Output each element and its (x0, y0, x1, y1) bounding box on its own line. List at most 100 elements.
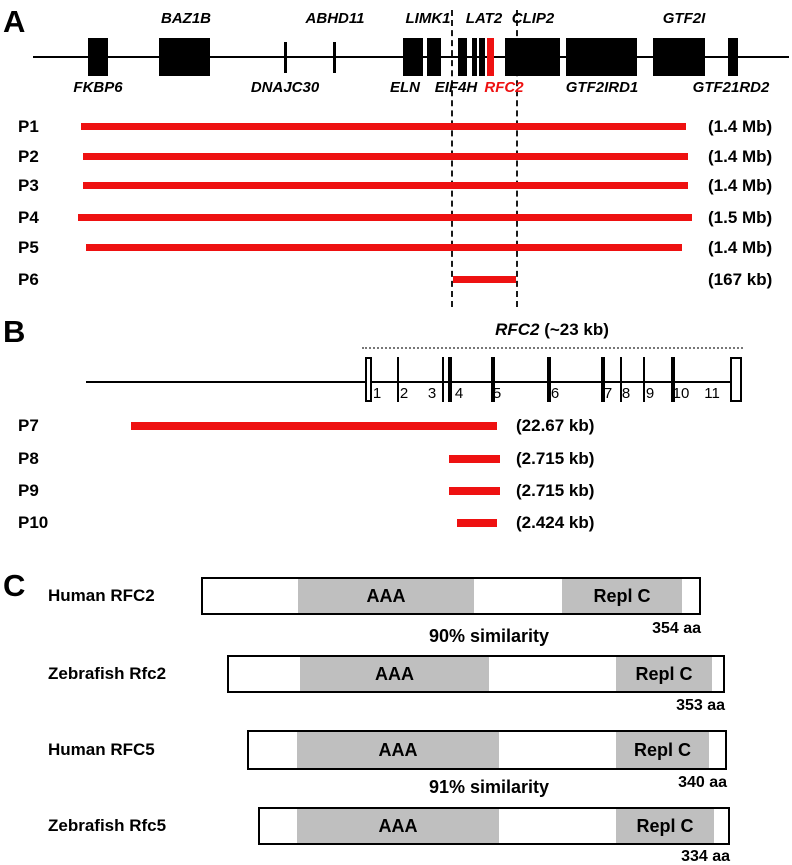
protein-label-human-rfc5: Human RFC5 (48, 740, 155, 759)
panel-b-letter: B (3, 314, 26, 349)
gene-box-limk1 (427, 38, 441, 76)
gene-label-rfc2: RFC2 (484, 79, 524, 96)
gene-tick-abhd11 (333, 42, 336, 73)
deletion-size-p9: (2.715 kb) (516, 481, 595, 500)
exon-number-9: 9 (645, 385, 655, 402)
gene-label-limk1: LIMK1 (405, 10, 451, 27)
exon-tick-8 (620, 357, 622, 402)
deletion-bar-p10 (457, 519, 497, 527)
panel-b-gene-name: RFC2 (495, 320, 540, 339)
deletion-bar-p2 (83, 153, 688, 160)
patient-id-p10: P10 (18, 513, 49, 532)
exon-number-6: 6 (550, 385, 560, 402)
patient-id-p8: P8 (18, 449, 39, 468)
protein-box-zebrafish-rfc5: AAA Repl C (258, 807, 730, 845)
gene-label-gtf2i: GTF2I (662, 10, 706, 27)
panel-b-title: RFC2 (~23 kb) (495, 320, 609, 340)
gene-tick-dnajc30 (284, 42, 287, 73)
patient-id-p7: P7 (18, 416, 39, 435)
exon-openbox-left (365, 357, 372, 402)
exon-number-11: 11 (704, 385, 720, 402)
similarity-rfc2: 90% similarity (428, 626, 550, 646)
domain-aaa-zebrafish-rfc5: AAA (297, 809, 499, 843)
protein-length-human-rfc2: 354 aa (652, 620, 701, 637)
exon-number-4: 4 (454, 385, 464, 402)
protein-box-human-rfc5: AAA Repl C (247, 730, 727, 770)
gene-box-fkbp6 (88, 38, 108, 76)
gene-box-rfc2 (487, 38, 494, 76)
gene-label-eif4h: EIF4H (434, 79, 478, 96)
deletion-size-p10: (2.424 kb) (516, 513, 595, 532)
exon-tick-6 (547, 357, 551, 402)
deletion-size-p2: (1.4 Mb) (708, 147, 773, 166)
gene-label-dnajc30: DNAJC30 (250, 79, 320, 96)
deletion-bar-p8 (449, 455, 500, 463)
domain-aaa-human-rfc2: AAA (298, 579, 474, 613)
protein-label-human-rfc2: Human RFC2 (48, 586, 155, 605)
gene-label-eln: ELN (390, 79, 420, 96)
patient-id-p3: P3 (18, 176, 39, 195)
exon-number-5: 5 (492, 385, 502, 402)
gene-label-baz1b: BAZ1B (160, 10, 212, 27)
panel-c-letter: C (3, 568, 26, 603)
deletion-bar-p3 (83, 182, 688, 189)
protein-length-zebrafish-rfc5: 334 aa (681, 848, 730, 865)
gene-box-gtf2i (653, 38, 705, 76)
rfc2-locus-line (86, 381, 742, 383)
gene-label-abhd11: ABHD11 (305, 10, 365, 27)
domain-replc-zebrafish-rfc2: Repl C (616, 657, 712, 691)
patient-id-p5: P5 (18, 238, 39, 257)
domain-replc-zebrafish-rfc5: Repl C (616, 809, 714, 843)
gene-box-lat2-a (472, 38, 477, 76)
exon-number-8: 8 (621, 385, 631, 402)
gene-label-gtf21rd2: GTF21RD2 (692, 79, 770, 96)
gene-box-baz1b (159, 38, 210, 76)
exon-number-1: 1 (372, 385, 382, 402)
deletion-size-p1: (1.4 Mb) (708, 117, 773, 136)
deletion-bar-p7 (131, 422, 497, 430)
protein-length-human-rfc5: 340 aa (678, 774, 727, 791)
exon-number-10: 10 (672, 385, 690, 402)
deletion-size-p6: (167 kb) (708, 270, 773, 289)
deletion-bar-p1 (81, 123, 686, 130)
domain-replc-human-rfc2: Repl C (562, 579, 682, 613)
patient-id-p1: P1 (18, 117, 39, 136)
deletion-bar-p5 (86, 244, 682, 251)
domain-aaa-human-rfc5: AAA (297, 732, 499, 768)
exon-tick-4 (448, 357, 452, 402)
gene-box-clip2 (505, 38, 560, 76)
exon-tick-3 (442, 357, 444, 402)
exon-number-3: 3 (427, 385, 437, 402)
domain-aaa-zebrafish-rfc2: AAA (300, 657, 489, 691)
patient-id-p9: P9 (18, 481, 39, 500)
deletion-size-p8: (2.715 kb) (516, 449, 595, 468)
exon-number-7: 7 (603, 385, 613, 402)
exon-number-2: 2 (399, 385, 409, 402)
exon-tick-2 (397, 357, 399, 402)
exon-tick-7 (601, 357, 605, 402)
deletion-size-p3: (1.4 Mb) (708, 176, 773, 195)
gene-label-gtf2ird1: GTF2IRD1 (565, 79, 639, 96)
exon-tick-10 (671, 357, 675, 402)
gene-label-clip2: CLIP2 (511, 10, 555, 27)
protein-length-zebrafish-rfc2: 353 aa (676, 697, 725, 714)
gene-label-fkbp6: FKBP6 (73, 79, 123, 96)
gene-box-eif4h (458, 38, 467, 76)
exon-tick-5 (491, 357, 495, 402)
deletion-size-p4: (1.5 Mb) (708, 208, 773, 227)
gene-label-lat2: LAT2 (465, 10, 503, 27)
patient-id-p2: P2 (18, 147, 39, 166)
deletion-size-p5: (1.4 Mb) (708, 238, 773, 257)
exon-tick-9 (643, 357, 645, 402)
deletion-bar-p9 (449, 487, 500, 495)
gene-span-dotted-line (362, 347, 743, 349)
gene-box-eln (403, 38, 423, 76)
panel-b-gene-size: (~23 kb) (544, 320, 609, 339)
domain-replc-human-rfc5: Repl C (616, 732, 709, 768)
similarity-rfc5: 91% similarity (428, 777, 550, 797)
protein-box-zebrafish-rfc2: AAA Repl C (227, 655, 725, 693)
gene-box-gtf2ird1 (566, 38, 637, 76)
panel-a-letter: A (3, 4, 26, 39)
exon-openbox-right (730, 357, 742, 402)
